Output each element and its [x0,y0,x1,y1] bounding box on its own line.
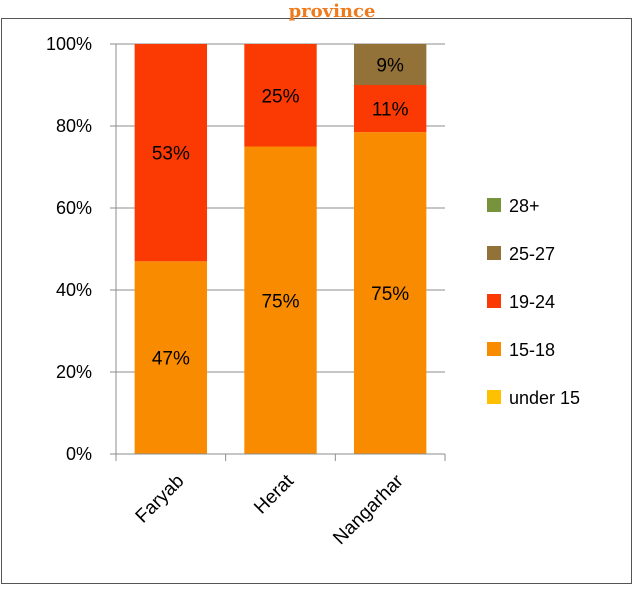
bar-segment [244,146,317,454]
data-label: 75% [371,284,409,305]
y-tick-label: 20% [56,362,92,382]
y-tick-labels: 0% 20% 40% 60% 80% 100% [46,34,92,464]
legend-swatch [487,390,501,404]
legend: 28+ 25-27 19-24 15-18 under 15 [487,196,580,408]
legend-label: 15-18 [509,340,555,360]
data-label: 47% [152,349,190,370]
y-tick-label: 40% [56,280,92,300]
legend-swatch [487,294,501,308]
data-labels: 47% 53% 75% 25% 75% 11% 9% [152,56,409,370]
axes [110,43,446,461]
data-label: 9% [376,56,404,77]
data-label: 53% [152,144,190,165]
legend-swatch [487,198,501,212]
bar-segment [134,261,208,454]
bar-segment [244,44,317,147]
legend-label: 19-24 [509,292,555,312]
bar-segment [353,85,427,133]
legend-label: under 15 [509,388,580,408]
y-tick-label: 0% [66,444,92,464]
legend-swatch [487,342,501,356]
y-tick-label: 100% [46,34,92,54]
bar-segment [353,132,427,454]
legend-label: 25-27 [509,244,555,264]
chart-title: province [289,1,376,22]
data-label: 11% [372,100,409,121]
data-label: 25% [261,86,299,107]
y-tick-label: 80% [56,116,92,136]
legend-swatch [487,246,501,260]
bar-segment [353,44,427,85]
bar-segment [134,44,208,262]
y-tick-label: 60% [56,198,92,218]
data-label: 75% [261,291,299,312]
bars [134,44,427,454]
legend-label: 28+ [509,196,540,216]
